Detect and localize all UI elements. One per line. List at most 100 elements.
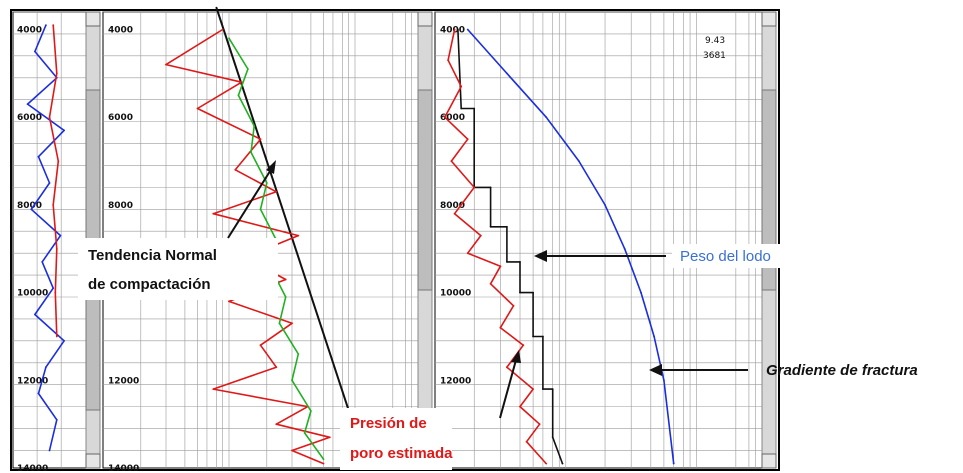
data-point [466, 138, 469, 141]
data-point [489, 225, 492, 228]
data-point [247, 68, 249, 70]
data-point [460, 107, 463, 110]
scrollbar-right-thumb[interactable] [761, 89, 777, 291]
data-point [525, 440, 528, 443]
data-point [63, 339, 65, 342]
data-point [297, 234, 300, 237]
data-point [284, 296, 287, 298]
data-point [52, 204, 55, 206]
data-point [453, 28, 456, 31]
scroll-up-arrow-icon[interactable] [417, 11, 433, 27]
data-point [237, 94, 240, 97]
data-point [291, 449, 293, 452]
data-point [532, 388, 534, 390]
scrollbar-right[interactable] [761, 11, 777, 469]
scroll-up-arrow-icon[interactable] [85, 11, 101, 27]
data-point [506, 261, 508, 263]
data-point [284, 278, 287, 281]
arrowhead-pore-pressure-icon [511, 350, 521, 363]
data-point [450, 160, 453, 163]
data-point [265, 182, 268, 184]
data-point [59, 234, 62, 237]
data-point [278, 322, 281, 325]
series-line-series-1 [48, 25, 60, 337]
data-point [34, 50, 36, 53]
data-point [259, 344, 262, 347]
data-point [532, 291, 534, 294]
scroll-up-arrow-icon[interactable] [761, 11, 777, 27]
data-point [37, 155, 40, 158]
data-point [165, 63, 167, 66]
annotation-mud-weight: Peso del lodo [534, 244, 812, 268]
y-tick-label-6000: 6000 [440, 113, 465, 123]
annotation-pore-pressure-line2: poro estimada [350, 445, 453, 462]
scroll-down-arrow-icon[interactable] [761, 453, 777, 469]
data-point [499, 265, 502, 268]
y-tick-label-12000: 12000 [440, 376, 471, 386]
annotation-pore-pressure-line1: Presión de [350, 415, 427, 432]
annotation-fracture-gradient-label: Gradiente de fractura [766, 362, 918, 379]
data-point [37, 392, 40, 395]
data-point [30, 208, 33, 211]
data-point [275, 190, 278, 193]
data-point [519, 291, 521, 294]
annotation-mud-weight-box [672, 244, 812, 268]
data-point [297, 353, 300, 355]
data-point [453, 212, 456, 215]
data-point [228, 37, 230, 40]
data-point [52, 287, 55, 290]
data-point [561, 462, 564, 465]
annotation-mud-weight-label: Peso del lodo [680, 248, 771, 265]
y-tick-label-14000: 14000 [17, 464, 48, 473]
data-point [322, 462, 325, 465]
data-point [303, 432, 306, 434]
header-value-2: 3681 [703, 51, 726, 61]
data-point [545, 116, 548, 119]
data-point [45, 366, 47, 369]
data-point [48, 116, 51, 119]
data-point [215, 6, 218, 9]
y-tick-label-10000: 10000 [440, 289, 471, 299]
data-point [310, 410, 312, 412]
data-point [532, 335, 534, 338]
data-point [41, 261, 44, 263]
data-point [275, 423, 278, 426]
data-point [466, 28, 469, 31]
data-point [250, 151, 252, 154]
data-point [506, 366, 508, 369]
arrow-pore-pressure [499, 359, 517, 419]
scroll-down-arrow-icon[interactable] [85, 453, 101, 469]
data-point [196, 107, 199, 110]
data-point [34, 313, 36, 316]
data-point [479, 234, 482, 237]
data-point [63, 129, 65, 132]
arrowhead-mud-weight-icon [534, 250, 547, 262]
arrowhead-normal-trend-icon [266, 160, 276, 174]
gamma-ray-panel: 4000 6000 8000 10000 12000 14000 [12, 11, 87, 473]
data-point [259, 138, 262, 141]
data-point [499, 326, 502, 329]
data-point [640, 291, 642, 294]
data-point [228, 300, 230, 303]
data-point [545, 462, 548, 465]
data-point [57, 160, 60, 163]
annotation-pore-pressure: Presión de poro estimada [340, 350, 521, 470]
scrollbar-middle[interactable] [417, 11, 433, 469]
data-point [291, 322, 293, 325]
data-point [623, 247, 626, 250]
y-tick-label-10000: 10000 [17, 289, 48, 299]
y-tick-label-14000: 14000 [108, 464, 139, 473]
data-point [221, 28, 224, 31]
scrollbar-middle-thumb[interactable] [417, 89, 433, 291]
data-point [275, 366, 278, 369]
annotation-normal-trend: Tendencia Normal de compactación [78, 160, 278, 300]
data-point [551, 436, 554, 439]
data-point [291, 379, 293, 382]
data-point [52, 24, 55, 27]
data-point [542, 388, 544, 390]
data-point [45, 24, 47, 27]
data-point [653, 335, 655, 338]
data-point [506, 72, 508, 75]
data-point [506, 225, 508, 228]
